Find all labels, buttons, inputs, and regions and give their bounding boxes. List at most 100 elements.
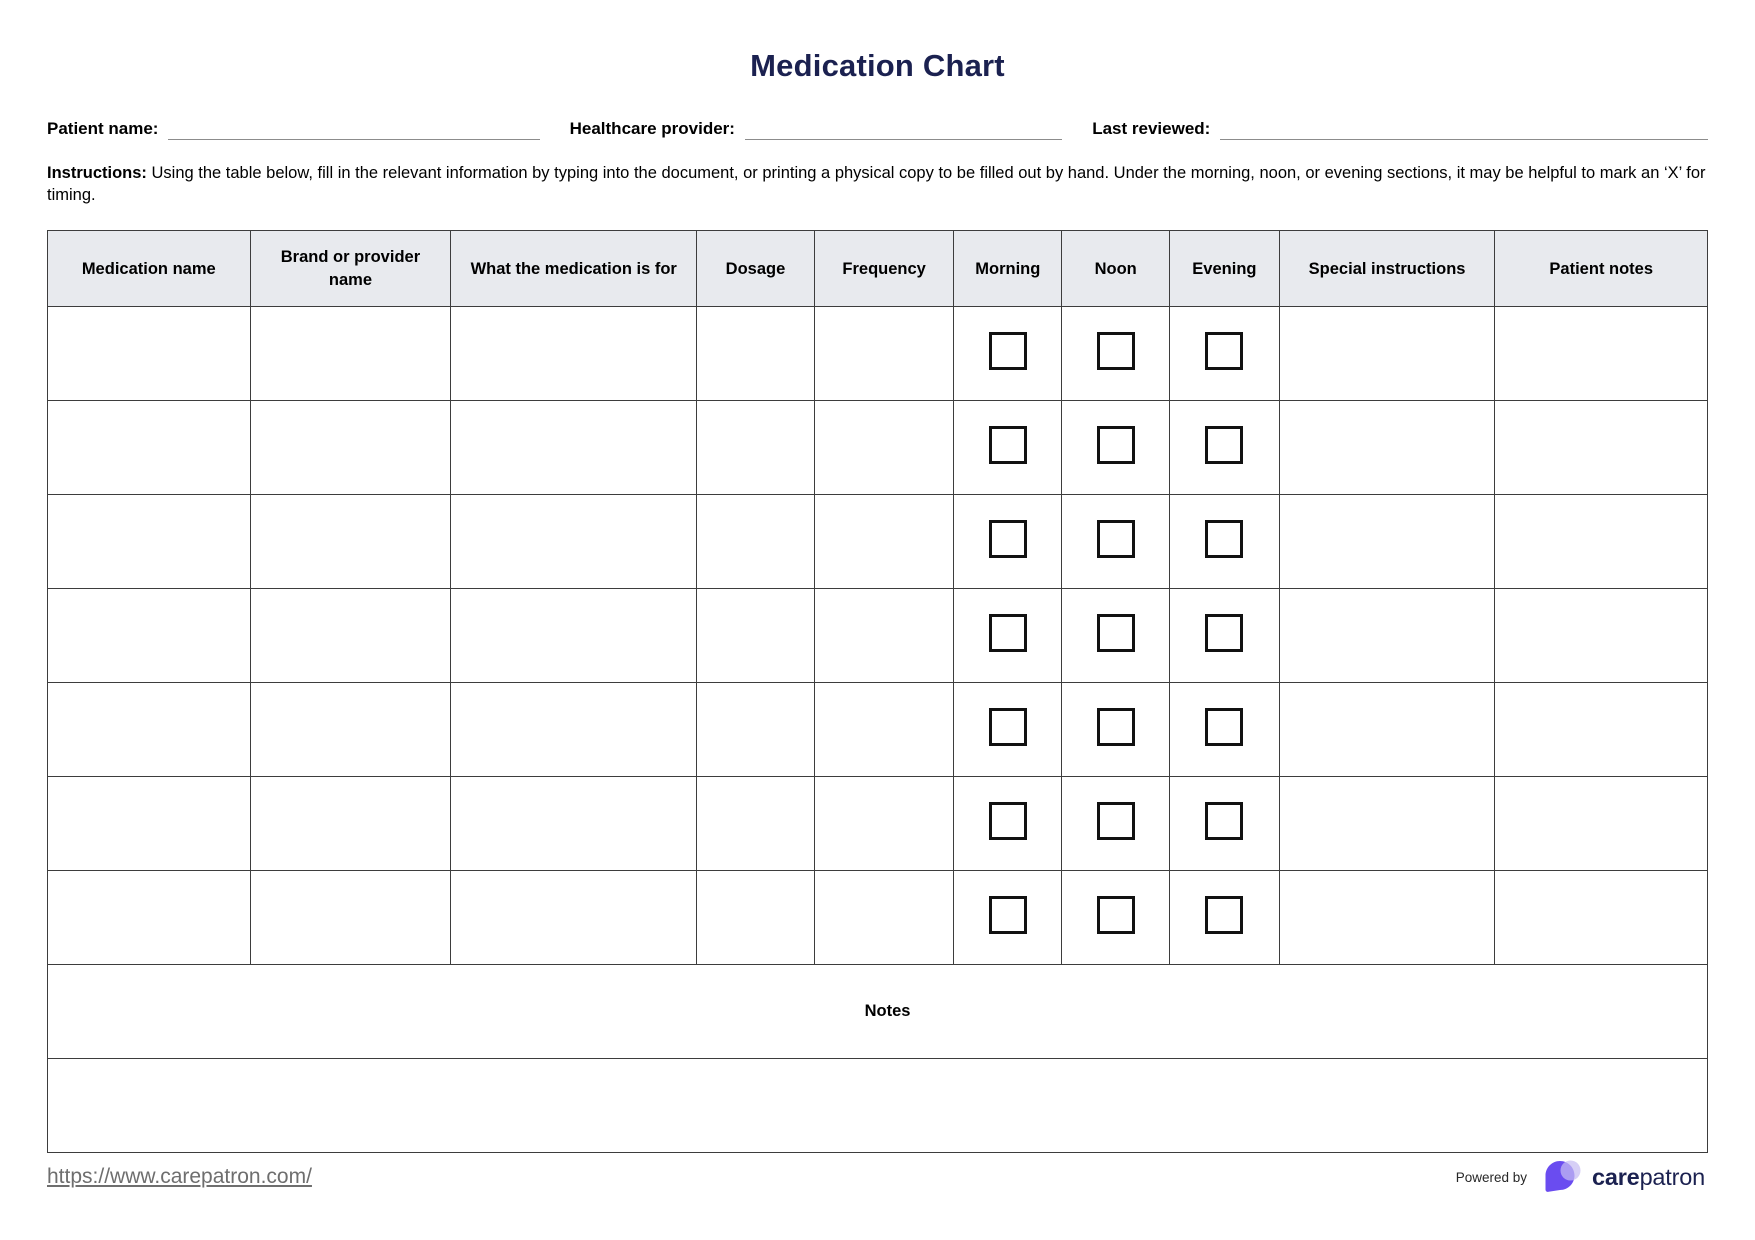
evening-cell (1169, 588, 1280, 684)
dosage-cell[interactable] (696, 870, 815, 966)
special-instructions-cell[interactable] (1278, 306, 1496, 402)
frequency-cell[interactable] (813, 682, 955, 778)
table-row (47, 776, 1708, 872)
patient-name-input[interactable] (168, 118, 540, 140)
dosage-cell[interactable] (696, 306, 815, 402)
evening-checkbox[interactable] (1205, 896, 1244, 935)
last-reviewed-field: Last reviewed: (1092, 118, 1708, 140)
brand-block: Powered by carepatron (1456, 1158, 1705, 1196)
carepatron-link[interactable]: https://www.carepatron.com/ (47, 1165, 312, 1188)
dosage-cell[interactable] (696, 494, 815, 590)
noon-checkbox[interactable] (1096, 332, 1135, 371)
morning-checkbox[interactable] (988, 614, 1027, 653)
morning-cell (953, 682, 1063, 778)
medication-name-cell[interactable] (47, 588, 251, 684)
notes-input-area[interactable] (47, 1058, 1708, 1154)
evening-checkbox[interactable] (1205, 614, 1244, 653)
medication-purpose-cell[interactable] (450, 306, 698, 402)
column-header-frequency: Frequency (813, 230, 955, 308)
patient-notes-cell[interactable] (1494, 870, 1708, 966)
frequency-cell[interactable] (813, 306, 955, 402)
patient-notes-cell[interactable] (1494, 306, 1708, 402)
special-instructions-cell[interactable] (1278, 400, 1496, 496)
noon-checkbox[interactable] (1096, 614, 1135, 653)
medication-purpose-cell[interactable] (450, 870, 698, 966)
frequency-cell[interactable] (813, 776, 955, 872)
patient-notes-cell[interactable] (1494, 400, 1708, 496)
morning-checkbox[interactable] (988, 708, 1027, 747)
noon-cell (1061, 588, 1171, 684)
special-instructions-cell[interactable] (1278, 494, 1496, 590)
patient-name-field: Patient name: (47, 118, 540, 140)
evening-checkbox[interactable] (1205, 520, 1244, 559)
evening-checkbox[interactable] (1205, 332, 1244, 371)
brand-name-cell[interactable] (249, 306, 452, 402)
frequency-cell[interactable] (813, 400, 955, 496)
noon-checkbox[interactable] (1096, 708, 1135, 747)
dosage-cell[interactable] (696, 400, 815, 496)
instructions-text: Using the table below, fill in the relev… (47, 164, 1706, 205)
noon-checkbox[interactable] (1096, 426, 1135, 465)
table-header-row: Medication name Brand or provider name W… (47, 230, 1708, 308)
morning-checkbox[interactable] (988, 332, 1027, 371)
evening-cell (1169, 870, 1280, 966)
brand-name-cell[interactable] (249, 400, 452, 496)
patient-notes-cell[interactable] (1494, 588, 1708, 684)
morning-checkbox[interactable] (988, 802, 1027, 841)
brand-name-cell[interactable] (249, 494, 452, 590)
frequency-cell[interactable] (813, 588, 955, 684)
morning-checkbox[interactable] (988, 426, 1027, 465)
evening-checkbox[interactable] (1205, 802, 1244, 841)
column-header-special-instructions: Special instructions (1278, 230, 1496, 308)
patient-notes-cell[interactable] (1494, 776, 1708, 872)
noon-checkbox[interactable] (1096, 520, 1135, 559)
column-header-patient-notes: Patient notes (1494, 230, 1708, 308)
evening-checkbox[interactable] (1205, 426, 1244, 465)
evening-cell (1169, 306, 1280, 402)
medication-purpose-cell[interactable] (450, 588, 698, 684)
last-reviewed-label: Last reviewed: (1092, 119, 1211, 138)
medication-name-cell[interactable] (47, 494, 251, 590)
dosage-cell[interactable] (696, 776, 815, 872)
noon-cell (1061, 400, 1171, 496)
morning-cell (953, 494, 1063, 590)
morning-cell (953, 776, 1063, 872)
brand-name-bold: care (1592, 1163, 1640, 1190)
noon-checkbox[interactable] (1096, 896, 1135, 935)
dosage-cell[interactable] (696, 588, 815, 684)
special-instructions-cell[interactable] (1278, 776, 1496, 872)
dosage-cell[interactable] (696, 682, 815, 778)
medication-purpose-cell[interactable] (450, 776, 698, 872)
medication-name-cell[interactable] (47, 306, 251, 402)
patient-notes-cell[interactable] (1494, 682, 1708, 778)
brand-name-cell[interactable] (249, 588, 452, 684)
frequency-cell[interactable] (813, 494, 955, 590)
medication-purpose-cell[interactable] (450, 682, 698, 778)
frequency-cell[interactable] (813, 870, 955, 966)
morning-checkbox[interactable] (988, 896, 1027, 935)
medication-name-cell[interactable] (47, 776, 251, 872)
notes-label: Notes (47, 964, 1708, 1060)
evening-checkbox[interactable] (1205, 708, 1244, 747)
medication-purpose-cell[interactable] (450, 400, 698, 496)
morning-checkbox[interactable] (988, 520, 1027, 559)
medication-name-cell[interactable] (47, 682, 251, 778)
page-title: Medication Chart (750, 48, 1005, 83)
special-instructions-cell[interactable] (1278, 588, 1496, 684)
brand-name-cell[interactable] (249, 776, 452, 872)
medication-name-cell[interactable] (47, 870, 251, 966)
brand-name-regular: patron (1639, 1163, 1706, 1190)
healthcare-provider-input[interactable] (744, 118, 1063, 140)
special-instructions-cell[interactable] (1278, 870, 1496, 966)
carepatron-logo-icon (1545, 1160, 1581, 1192)
brand-name-cell[interactable] (249, 682, 452, 778)
medication-purpose-cell[interactable] (450, 494, 698, 590)
noon-checkbox[interactable] (1096, 802, 1135, 841)
medication-table: Medication name Brand or provider name W… (47, 230, 1708, 1154)
patient-notes-cell[interactable] (1494, 494, 1708, 590)
special-instructions-cell[interactable] (1278, 682, 1496, 778)
brand-name-cell[interactable] (249, 870, 452, 966)
medication-name-cell[interactable] (47, 400, 251, 496)
last-reviewed-input[interactable] (1220, 118, 1708, 140)
footer: https://www.carepatron.com/ Powered by c… (47, 1158, 1705, 1196)
